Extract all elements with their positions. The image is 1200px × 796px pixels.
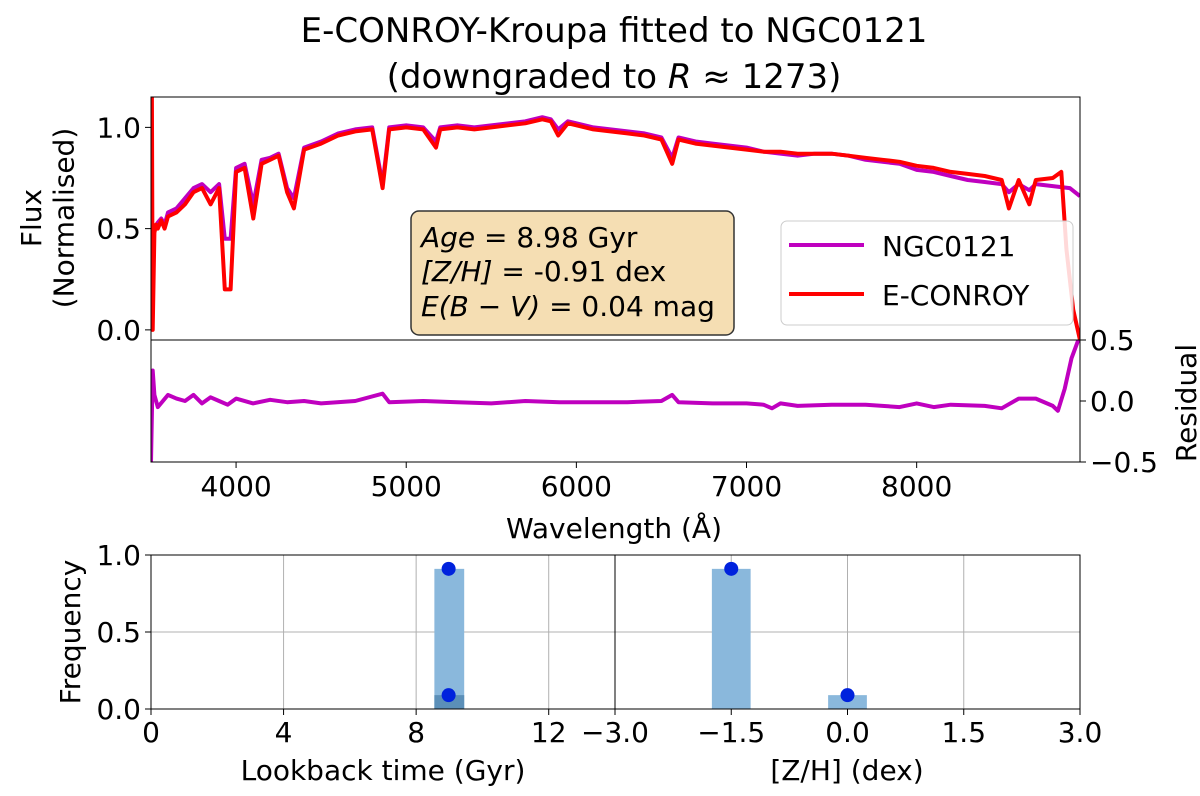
age-xtick-label: 8: [407, 716, 425, 749]
metallicity-bar: [711, 568, 751, 709]
age-point: [441, 561, 456, 576]
metallicity-xtick-label: −3.0: [581, 716, 649, 749]
reddening-parameter: E(B − V) = 0.04 mag: [421, 290, 715, 323]
chart-title-line2: (downgraded to R ≈ 1273): [387, 57, 842, 97]
age-value: = 8.98 Gyr: [475, 221, 638, 254]
spectrum-ylabel: Flux(Normalised): [15, 128, 80, 309]
metallicity-xtick-label: 0.0: [825, 716, 870, 749]
spectrum-y-ticks: 0.0 0.5 1.0: [96, 111, 151, 347]
metallicity-point: [724, 561, 739, 576]
residual-frame: [150, 339, 1081, 463]
age-bars: [434, 568, 465, 709]
residual-ytick-label: 0.0: [1090, 385, 1135, 418]
title-line2-suffix: ≈ 1273): [691, 57, 841, 97]
spectrum-legend: NGC0121 E-CONROY: [780, 220, 1074, 326]
metallicity-xtick-label: 3.0: [1058, 716, 1103, 749]
age-points: [441, 561, 456, 703]
fit-parameters-background: [410, 210, 735, 336]
residual-ytick-label: −0.5: [1090, 446, 1158, 479]
age-bar: [434, 568, 465, 709]
age-ticks: 0 4 8 12 0.0 0.5 1.0: [96, 539, 566, 749]
spectrum-ytick-label: 1.0: [96, 111, 141, 144]
age-xtick-label: 12: [531, 716, 567, 749]
frequency-ylabel: Frequency: [54, 560, 87, 705]
fit-parameters-box: Age = 8.98 Gyr [Z/H] = -0.91 dex E(B − V…: [410, 210, 735, 336]
age-parameter: Age = 8.98 Gyr: [419, 221, 638, 254]
age-grid: [150, 554, 615, 710]
zh-var: [Z/H]: [421, 255, 493, 288]
metallicity-point: [840, 688, 855, 703]
spectrum-ytick-label: 0.0: [96, 314, 141, 347]
wavelength-xtick-label: 6000: [541, 470, 612, 503]
wavelength-xtick-label: 7000: [711, 470, 782, 503]
metallicity-histogram-panel: −3.0 −1.5 0.0 1.5 3.0 [Z/H] (dex): [581, 554, 1102, 787]
age-point: [441, 688, 456, 703]
wavelength-xtick-label: 8000: [881, 470, 952, 503]
metallicity-ticks: −3.0 −1.5 0.0 1.5 3.0: [581, 709, 1102, 749]
legend-label-model: E-CONROY: [882, 279, 1030, 312]
residual-ylabel: Residual: [1170, 344, 1200, 462]
legend-label-observed: NGC0121: [882, 230, 1015, 263]
spectrum-panel: 0.0 0.5 1.0 Flux(Normalised) Age = 8.98 Gy…: [15, 96, 1081, 347]
wavelength-xlabel: Wavelength (Å): [506, 511, 722, 545]
title-line2-var: R: [668, 57, 692, 97]
metallicity-xlabel: [Z/H] (dex): [770, 754, 923, 787]
age-var: Age: [419, 221, 475, 254]
metallicity-grid: [614, 554, 1081, 710]
ebv-var: E(B − V): [421, 290, 540, 323]
age-ytick-label: 0.0: [96, 693, 141, 726]
residual-ytick-label: 0.5: [1090, 324, 1135, 357]
metallicity-parameter: [Z/H] = -0.91 dex: [421, 255, 666, 288]
model-spectrum-line: [151, 97, 1080, 340]
age-histogram-panel: 0 4 8 12 0.0 0.5 1.0 Frequency Lookback time (…: [54, 539, 616, 787]
residual-line: [151, 340, 1080, 462]
chart-title-line1: E-CONROY-Kroupa fitted to NGC0121: [301, 11, 928, 51]
age-ytick-label: 1.0: [96, 539, 141, 572]
age-xtick-label: 0: [142, 716, 160, 749]
age-xlabel: Lookback time (Gyr): [241, 754, 526, 787]
age-ytick-label: 0.5: [96, 616, 141, 649]
metallicity-xtick-label: 1.5: [941, 716, 986, 749]
ebv-value: = 0.04 mag: [540, 290, 715, 323]
residual-panel: −0.5 0.0 0.5 4000 5000 6000 7000 8000 Residual…: [150, 324, 1200, 545]
wavelength-xtick-label: 5000: [371, 470, 442, 503]
metallicity-bars: [711, 568, 867, 709]
metallicity-points: [724, 561, 855, 703]
metallicity-xtick-label: −1.5: [697, 716, 765, 749]
wavelength-x-ticks: 4000 5000 6000 7000 8000: [200, 462, 952, 503]
age-xtick-label: 4: [275, 716, 293, 749]
wavelength-xtick-label: 4000: [200, 470, 271, 503]
spectrum-ytick-label: 0.5: [96, 213, 141, 246]
title-line2-prefix: (downgraded to: [387, 57, 668, 97]
residual-y-ticks: −0.5 0.0 0.5: [1080, 324, 1158, 479]
zh-value: = -0.91 dex: [493, 255, 667, 288]
